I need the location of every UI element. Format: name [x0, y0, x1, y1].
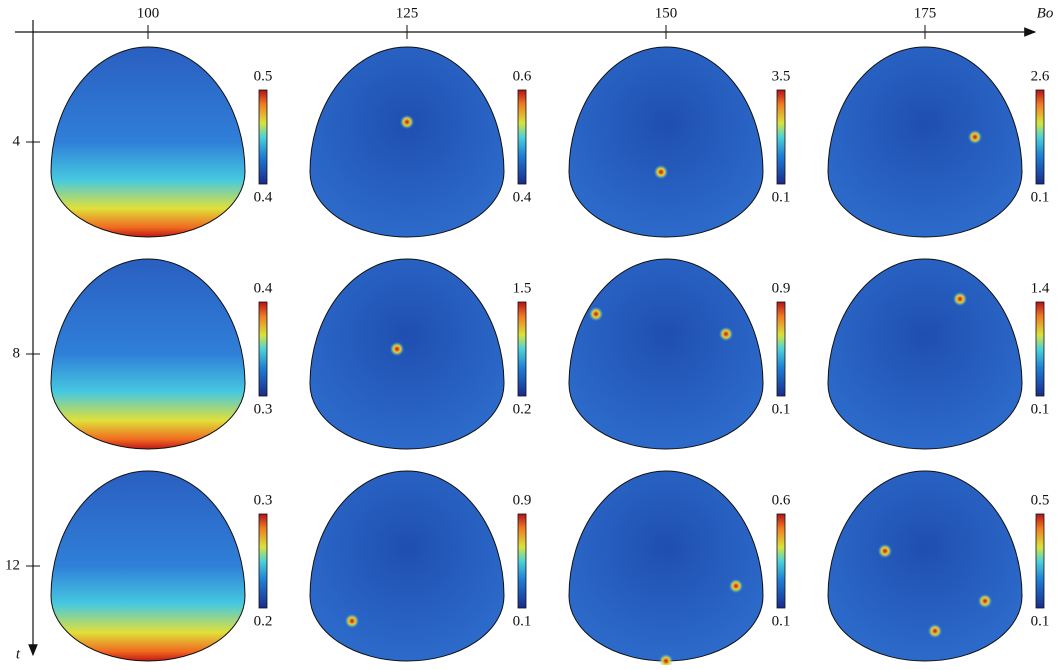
colorbar-max: 1.5 [513, 280, 532, 296]
colorbar-max: 0.6 [513, 68, 532, 84]
colorbar-max: 2.6 [1031, 68, 1050, 84]
colorbar-max: 0.5 [1031, 492, 1050, 508]
colorbar [1036, 514, 1044, 608]
hot-spot [928, 624, 942, 638]
x-tick-label: 175 [914, 5, 937, 21]
colorbar-max: 0.3 [254, 492, 273, 508]
colorbar [259, 90, 267, 184]
colorbar-max: 0.9 [772, 280, 791, 296]
hot-spot [953, 292, 967, 306]
hot-spot [719, 327, 733, 341]
hot-spot [729, 579, 743, 593]
colorbar-min: 0.1 [772, 613, 791, 629]
hot-spot [878, 544, 892, 558]
y-axis-label: t [16, 646, 21, 662]
colorbar [777, 302, 785, 396]
hemisphere [828, 471, 1022, 661]
hot-spot [390, 342, 404, 356]
colorbar [518, 514, 526, 608]
hot-spot [968, 130, 982, 144]
x-tick-label: 100 [137, 5, 160, 21]
colorbar-min: 0.1 [772, 189, 791, 205]
hemisphere [51, 259, 245, 449]
hemisphere [569, 471, 763, 661]
y-tick-label: 12 [5, 557, 20, 573]
colorbar-max: 0.6 [772, 492, 791, 508]
hemisphere [828, 47, 1022, 237]
colorbar-min: 0.1 [1031, 189, 1050, 205]
colorbar-min: 0.2 [513, 401, 532, 417]
hot-spot [345, 614, 359, 628]
hemisphere [310, 259, 504, 449]
colorbar [518, 302, 526, 396]
colorbar-min: 0.3 [254, 401, 273, 417]
colorbar-min: 0.4 [254, 189, 273, 205]
hemisphere [569, 47, 763, 237]
hot-spot [589, 307, 603, 321]
hemisphere [51, 471, 245, 661]
colorbar [259, 514, 267, 608]
hemisphere [569, 259, 763, 449]
hot-spot [978, 594, 992, 608]
hot-spot [654, 165, 668, 179]
colorbar-min: 0.1 [1031, 613, 1050, 629]
colorbar [259, 302, 267, 396]
hemisphere [828, 259, 1022, 449]
colorbar-min: 0.1 [1031, 401, 1050, 417]
colorbar [777, 90, 785, 184]
hemisphere [310, 471, 504, 661]
colorbar-min: 0.1 [772, 401, 791, 417]
colorbar-max: 0.9 [513, 492, 532, 508]
colorbar [1036, 302, 1044, 396]
x-tick-label: 150 [655, 5, 678, 21]
colorbar-max: 0.4 [254, 280, 273, 296]
hot-spot [400, 115, 414, 129]
colorbar-max: 0.5 [254, 68, 273, 84]
colorbar-max: 1.4 [1031, 280, 1050, 296]
colorbar-min: 0.2 [254, 613, 273, 629]
y-tick-label: 4 [13, 133, 21, 149]
colorbar-min: 0.1 [513, 613, 532, 629]
colorbar-max: 3.5 [772, 68, 791, 84]
colorbar-min: 0.4 [513, 189, 532, 205]
colorbar [518, 90, 526, 184]
hemisphere [51, 47, 245, 237]
figure: Bo t 100 125 150 175 4 8 12 0.5 0.4 0.6 0.4 3.5 0.1 2… [0, 0, 1059, 665]
x-tick-label: 125 [396, 5, 419, 21]
hemisphere [310, 47, 504, 237]
x-axis-label: Bo [1037, 5, 1054, 21]
colorbar [1036, 90, 1044, 184]
y-tick-label: 8 [13, 345, 21, 361]
colorbar [777, 514, 785, 608]
